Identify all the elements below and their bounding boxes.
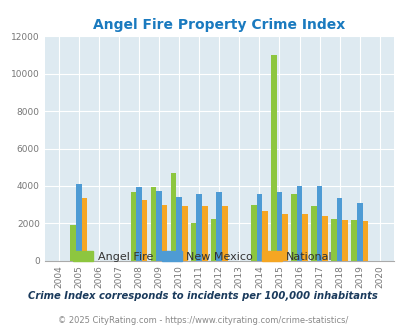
Bar [330, 219, 336, 261]
Bar [181, 206, 187, 261]
Bar [356, 203, 362, 261]
Bar [176, 197, 181, 261]
Bar [341, 219, 347, 261]
Bar [81, 198, 87, 261]
Bar [296, 186, 302, 261]
Bar [156, 191, 162, 261]
Title: Angel Fire Property Crime Index: Angel Fire Property Crime Index [93, 18, 345, 32]
Bar [130, 192, 136, 261]
Bar [190, 223, 196, 261]
Legend: Angel Fire, New Mexico, National: Angel Fire, New Mexico, National [68, 247, 337, 267]
Bar [350, 219, 356, 261]
Bar [136, 187, 141, 261]
Bar [201, 206, 207, 261]
Bar [256, 194, 262, 261]
Bar [76, 184, 81, 261]
Bar [271, 55, 276, 261]
Bar [196, 194, 201, 261]
Bar [141, 200, 147, 261]
Bar [302, 214, 307, 261]
Bar [222, 207, 227, 261]
Bar [162, 205, 167, 261]
Bar [310, 206, 316, 261]
Bar [281, 214, 287, 261]
Bar [216, 192, 222, 261]
Bar [150, 187, 156, 261]
Text: © 2025 CityRating.com - https://www.cityrating.com/crime-statistics/: © 2025 CityRating.com - https://www.city… [58, 316, 347, 325]
Bar [262, 211, 267, 261]
Bar [276, 191, 281, 261]
Bar [322, 216, 327, 261]
Bar [316, 186, 322, 261]
Bar [210, 219, 216, 261]
Bar [170, 173, 176, 261]
Bar [250, 205, 256, 261]
Bar [290, 194, 296, 261]
Text: Crime Index corresponds to incidents per 100,000 inhabitants: Crime Index corresponds to incidents per… [28, 291, 377, 301]
Bar [336, 198, 341, 261]
Bar [362, 221, 367, 261]
Bar [70, 225, 76, 261]
